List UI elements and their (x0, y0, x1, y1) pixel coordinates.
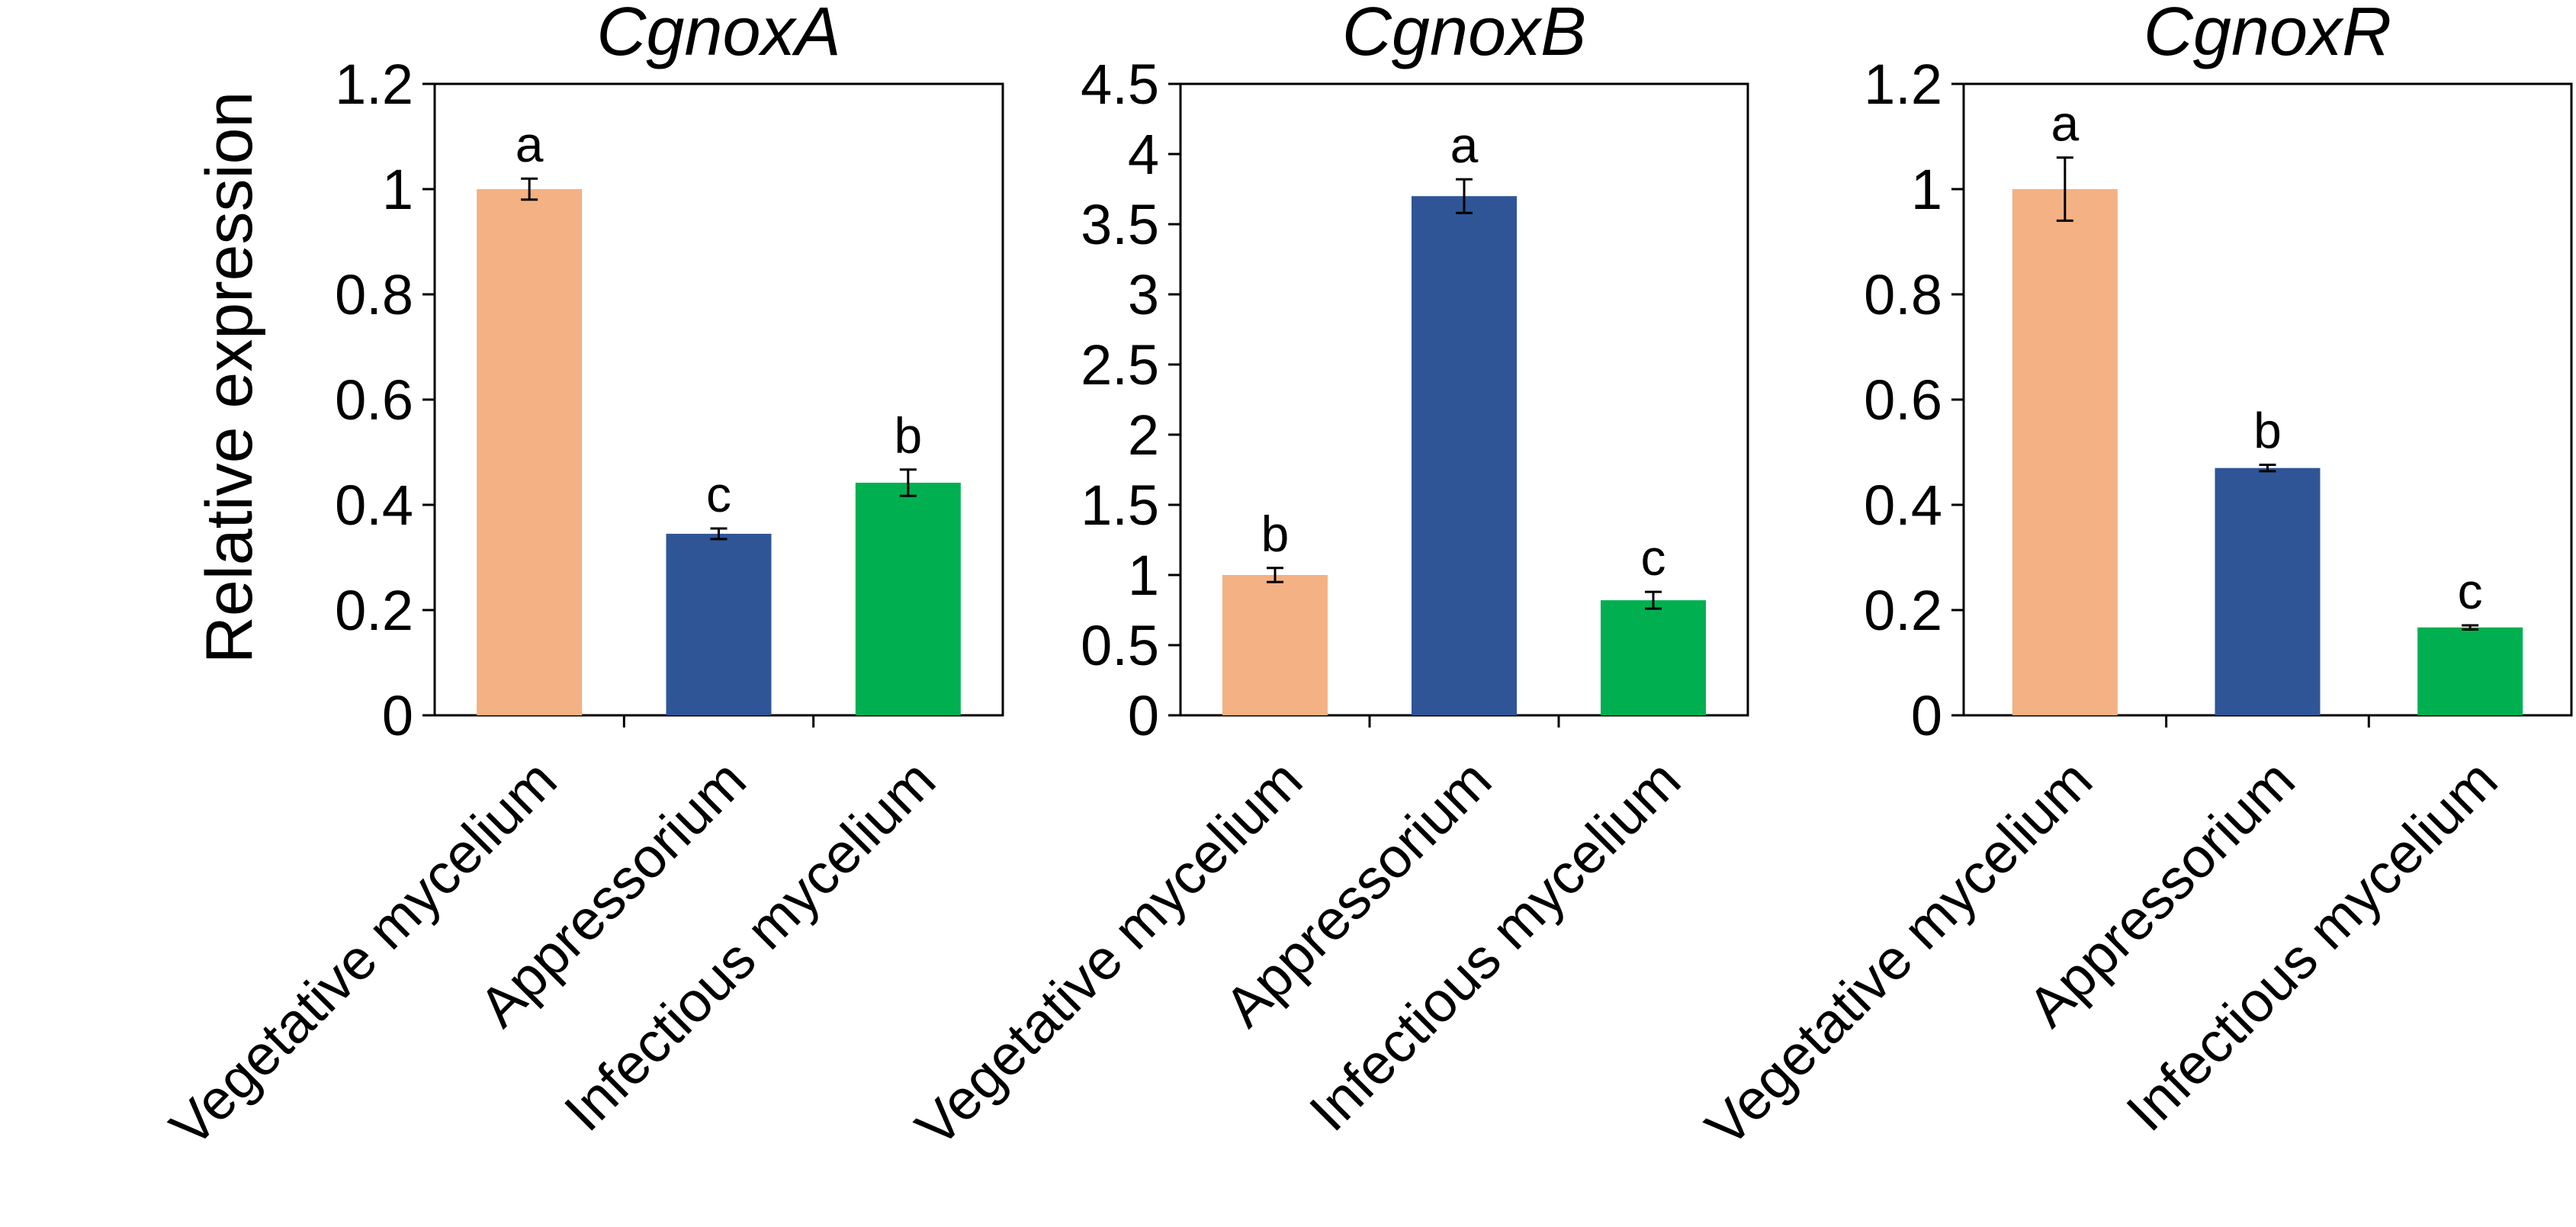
significance-letter: a (1450, 117, 1479, 173)
y-tick-label: 1.2 (1864, 53, 1942, 116)
chart-title: CgnoxA (596, 0, 840, 70)
y-tick-label: 0.6 (1864, 368, 1942, 432)
bar (855, 483, 961, 715)
bar (2215, 467, 2321, 715)
significance-letter: c (1641, 529, 1666, 586)
chart-title: CgnoxB (1342, 0, 1586, 70)
y-tick-label: 1.5 (1081, 474, 1159, 537)
y-tick-label: 4 (1128, 123, 1159, 186)
y-tick-label: 0.8 (335, 263, 413, 326)
y-tick-label: 2.5 (1081, 333, 1159, 397)
y-axis-label: Relative expression (193, 92, 266, 663)
y-tick-label: 1.2 (335, 53, 413, 116)
chart-title: CgnoxR (2144, 0, 2391, 70)
bar (477, 189, 583, 715)
category-label: Infectious mycelium (552, 748, 947, 1143)
y-tick-label: 0.2 (335, 579, 413, 642)
category-label: Infectious mycelium (2114, 748, 2509, 1143)
significance-letter: b (894, 407, 922, 464)
significance-letter: b (1261, 506, 1290, 562)
y-tick-label: 0.4 (1864, 474, 1942, 537)
bar (2012, 189, 2118, 715)
category-label: Vegetative mycelium (1694, 748, 2105, 1159)
bar (1412, 196, 1517, 715)
y-tick-label: 3.5 (1081, 193, 1159, 256)
y-tick-label: 0.4 (335, 474, 413, 537)
y-tick-label: 0.8 (1864, 263, 1942, 326)
bar (2417, 627, 2523, 715)
bar (666, 533, 772, 715)
significance-letter: a (2051, 95, 2079, 152)
significance-letter: a (516, 116, 544, 172)
y-tick-label: 1 (382, 158, 413, 221)
significance-letter: b (2253, 403, 2282, 459)
y-tick-label: 0.6 (335, 368, 413, 432)
bar (1601, 600, 1706, 715)
y-tick-label: 2 (1128, 403, 1159, 467)
y-tick-label: 1 (1128, 544, 1159, 607)
y-tick-label: 0 (1128, 684, 1159, 747)
y-tick-label: 3 (1128, 263, 1159, 326)
y-tick-label: 0.2 (1864, 579, 1942, 642)
panel-cgnoxr: CgnoxR 0 0.2 0.4 0.6 0.8 1 1.2 a Vegetative mycel… (1694, 0, 2573, 1159)
y-tick-label: 0 (1911, 684, 1942, 747)
y-tick-label: 4.5 (1081, 53, 1159, 116)
significance-letter: c (2458, 563, 2483, 619)
y-tick-label: 1 (1911, 158, 1942, 221)
category-label: Infectious mycelium (1297, 748, 1692, 1143)
y-tick-label: 0.5 (1081, 614, 1159, 677)
significance-letter: c (706, 466, 731, 522)
y-tick-label: 0 (382, 684, 413, 747)
bar (1222, 575, 1328, 715)
